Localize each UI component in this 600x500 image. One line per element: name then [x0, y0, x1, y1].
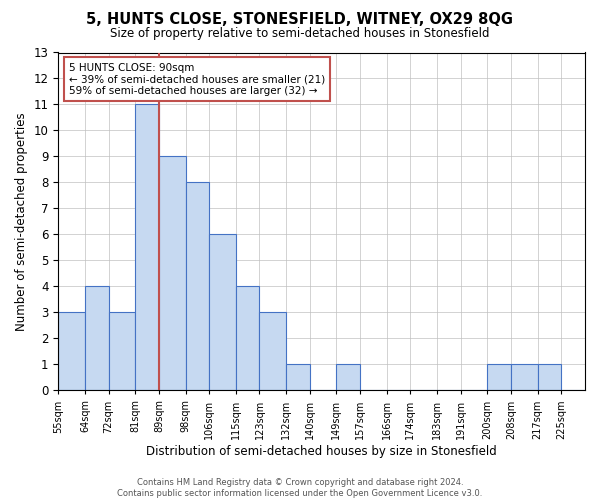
Text: Contains HM Land Registry data © Crown copyright and database right 2024.
Contai: Contains HM Land Registry data © Crown c…: [118, 478, 482, 498]
Bar: [85, 286, 109, 391]
Bar: [185, 182, 209, 390]
Bar: [58, 312, 85, 390]
X-axis label: Distribution of semi-detached houses by size in Stonesfield: Distribution of semi-detached houses by …: [146, 444, 497, 458]
Bar: [209, 234, 236, 390]
Text: Size of property relative to semi-detached houses in Stonesfield: Size of property relative to semi-detach…: [110, 28, 490, 40]
Bar: [487, 364, 511, 390]
Bar: [236, 286, 259, 391]
Bar: [259, 312, 286, 390]
Bar: [159, 156, 185, 390]
Text: 5, HUNTS CLOSE, STONESFIELD, WITNEY, OX29 8QG: 5, HUNTS CLOSE, STONESFIELD, WITNEY, OX2…: [86, 12, 514, 28]
Bar: [538, 364, 562, 390]
Text: 5 HUNTS CLOSE: 90sqm
← 39% of semi-detached houses are smaller (21)
59% of semi-: 5 HUNTS CLOSE: 90sqm ← 39% of semi-detac…: [69, 62, 325, 96]
Bar: [511, 364, 538, 390]
Y-axis label: Number of semi-detached properties: Number of semi-detached properties: [15, 112, 28, 331]
Bar: [286, 364, 310, 390]
Bar: [135, 104, 159, 391]
Bar: [109, 312, 135, 390]
Bar: [337, 364, 360, 390]
